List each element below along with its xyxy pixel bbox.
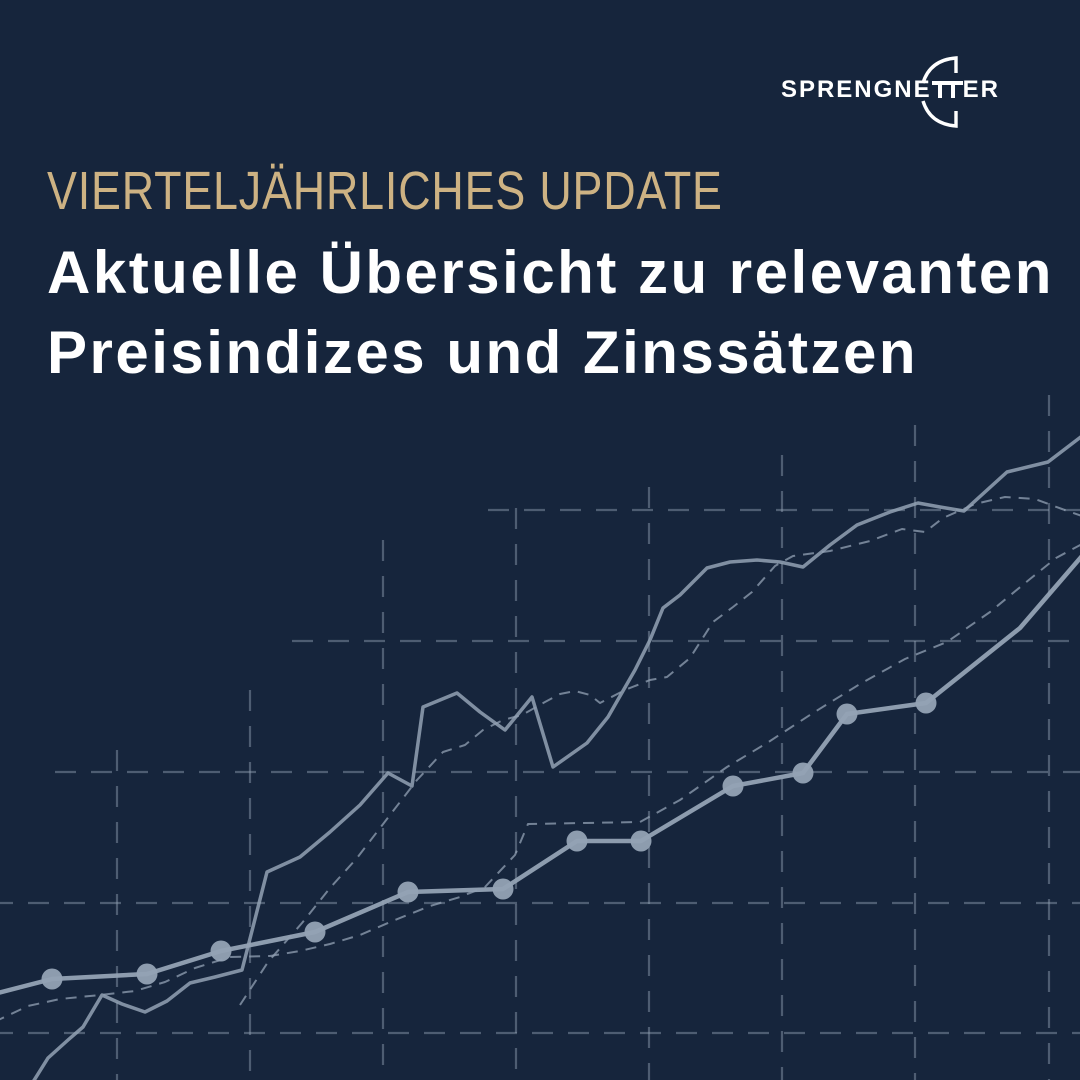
upper-index-dashed bbox=[239, 496, 1080, 1006]
brand-text-prefix: SPRENGNE bbox=[780, 76, 932, 103]
lower-rate-markers-dot bbox=[397, 881, 419, 903]
lower-rate-markers-dot bbox=[915, 692, 937, 714]
lower-rate-markers-dot bbox=[836, 703, 858, 725]
lower-rate-markers-dot bbox=[566, 830, 588, 852]
lower-rate-markers-dot bbox=[492, 878, 514, 900]
eyebrow-label: VIERTELJÄHRLICHES UPDATE bbox=[47, 161, 723, 221]
headline-line-2: Preisindizes und Zinssätzen bbox=[47, 319, 919, 386]
lower-rate-markers-dot bbox=[210, 940, 232, 962]
tt-stem-left bbox=[937, 80, 942, 98]
headline-line-1: Aktuelle Übersicht zu relevanten bbox=[47, 239, 1054, 306]
tt-ligature bbox=[921, 56, 963, 128]
brand-logo: SPRENGNE ER bbox=[780, 56, 1000, 128]
lower-rate-markers-dot bbox=[136, 963, 158, 985]
lower-rate-markers bbox=[0, 554, 1080, 995]
lower-rate-markers-dot bbox=[722, 775, 744, 797]
lower-rate-markers-dot bbox=[630, 830, 652, 852]
upper-index-solid bbox=[32, 435, 1080, 1080]
grid-lines bbox=[0, 395, 1080, 1080]
page-title: Aktuelle Übersicht zu relevanten Preisin… bbox=[47, 233, 1054, 393]
lower-rate-dashed bbox=[0, 543, 1080, 1021]
lower-rate-markers-dot bbox=[792, 762, 814, 784]
lower-rate-markers-dot bbox=[304, 921, 326, 943]
brand-text-suffix: ER bbox=[962, 76, 1000, 103]
tt-stem-right bbox=[950, 80, 955, 98]
logo-bracket-icon bbox=[921, 56, 958, 128]
lower-rate-markers-dot bbox=[41, 968, 63, 990]
tt-crossbar bbox=[931, 80, 963, 85]
